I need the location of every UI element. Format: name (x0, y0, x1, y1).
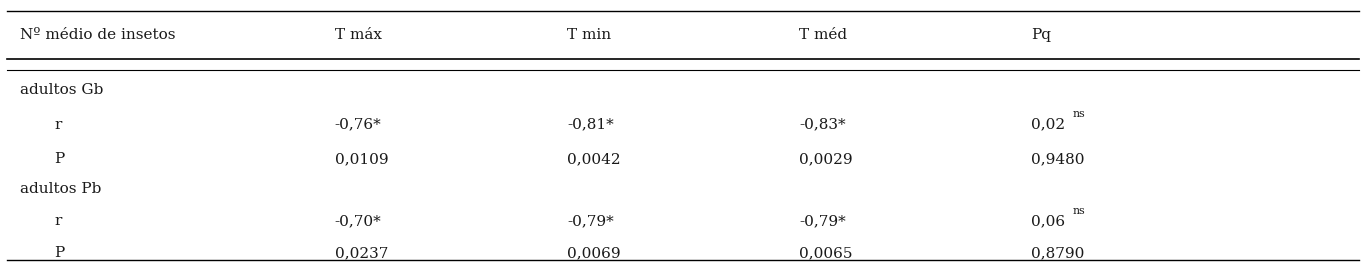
Text: r: r (55, 118, 61, 132)
Text: 0,0109: 0,0109 (335, 152, 388, 166)
Text: -0,81*: -0,81* (567, 118, 613, 132)
Text: ns: ns (1074, 109, 1086, 119)
Text: -0,83*: -0,83* (799, 118, 846, 132)
Text: adultos Gb: adultos Gb (20, 83, 104, 97)
Text: adultos Pb: adultos Pb (20, 182, 102, 196)
Text: -0,70*: -0,70* (335, 214, 381, 228)
Text: 0,0029: 0,0029 (799, 152, 852, 166)
Text: T méd: T méd (799, 28, 847, 42)
Text: r: r (55, 214, 61, 228)
Text: Nº médio de insetos: Nº médio de insetos (20, 28, 176, 42)
Text: Pq: Pq (1031, 28, 1052, 42)
Text: 0,9480: 0,9480 (1031, 152, 1085, 166)
Text: 0,0042: 0,0042 (567, 152, 620, 166)
Text: 0,02: 0,02 (1031, 118, 1065, 132)
Text: T máx: T máx (335, 28, 381, 42)
Text: ns: ns (1074, 206, 1086, 215)
Text: P: P (55, 246, 66, 260)
Text: 0,8790: 0,8790 (1031, 246, 1085, 260)
Text: -0,76*: -0,76* (335, 118, 381, 132)
Text: 0,06: 0,06 (1031, 214, 1065, 228)
Text: -0,79*: -0,79* (799, 214, 846, 228)
Text: 0,0237: 0,0237 (335, 246, 388, 260)
Text: 0,0069: 0,0069 (567, 246, 620, 260)
Text: P: P (55, 152, 66, 166)
Text: T min: T min (567, 28, 611, 42)
Text: -0,79*: -0,79* (567, 214, 613, 228)
Text: 0,0065: 0,0065 (799, 246, 852, 260)
